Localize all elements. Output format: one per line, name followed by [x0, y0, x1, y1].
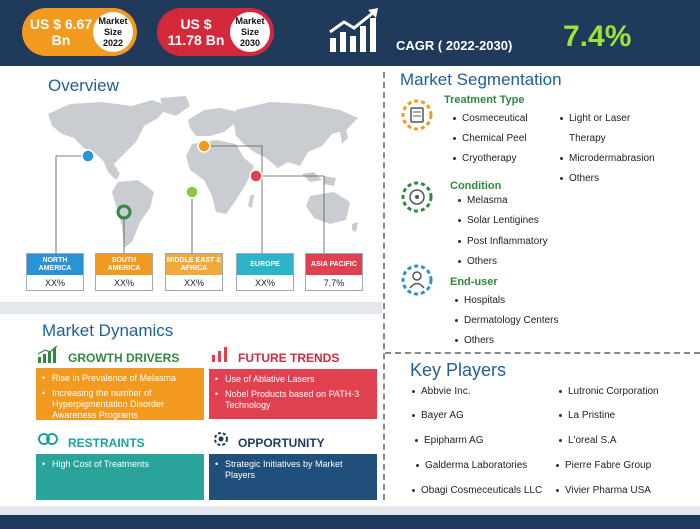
region-name: EUROPE [237, 254, 293, 275]
end-user-item: Dermatology Centers [455, 315, 558, 326]
condition-item: Post Inflammatory [458, 236, 548, 247]
end-user-title: End-user [450, 276, 498, 288]
treatment-item: Chemical Peel [453, 133, 526, 144]
market-size-2030-value: US $ 11.78 Bn [167, 16, 225, 48]
region-box: MIDDLE EAST & AFRICA XX% [165, 253, 223, 291]
opportunity-box: • Strategic Initiatives by Market Players [209, 454, 377, 500]
region-share: XX% [254, 278, 275, 288]
region-name: SOUTH AMERICA [96, 254, 152, 275]
restraints-box: • High Cost of Treatments [36, 454, 204, 500]
treatment-item: Others [560, 173, 599, 184]
treatment-item: Cosmeceutical [453, 113, 528, 124]
opportunity-icon [214, 432, 228, 446]
end-user-item: Others [455, 335, 494, 346]
market-size-2030-pill: US $ 11.78 Bn Market Size 2030 [157, 8, 274, 56]
restraints-icon [38, 433, 58, 445]
key-player: L'oreal S.A [559, 435, 617, 446]
end-user-icon [401, 264, 433, 296]
market-dynamics-title: Market Dynamics [42, 321, 174, 340]
world-map [48, 96, 358, 253]
future-trends-box: • Use of Ablative Lasers • Nobel Products … [209, 369, 377, 419]
condition-item: Others [458, 256, 497, 267]
key-player: Lutronic Corporation [559, 386, 659, 397]
key-player: Bayer AG [412, 410, 464, 421]
restraints-title: RESTRAINTS [68, 436, 145, 450]
footer-bar [0, 515, 700, 529]
treatment-item: Cryotherapy [453, 153, 516, 164]
market-size-2022-badge: Market Size 2022 [93, 12, 133, 52]
treatment-item: Microdermabrasion [560, 153, 655, 164]
region-share: XX% [44, 278, 65, 288]
market-segmentation-title: Market Segmentation [400, 70, 562, 89]
section-divider-right [385, 352, 700, 354]
market-size-2022-pill: US $ 6.67 Bn Market Size 2022 [22, 8, 137, 56]
key-player: Abbvie Inc. [412, 386, 470, 397]
vertical-divider [383, 72, 385, 500]
future-trends-title: FUTURE TRENDS [238, 351, 340, 365]
key-player: Pierre Fabre Group [556, 460, 651, 471]
key-player: Epipharm AG [415, 435, 483, 446]
market-size-2022-value: US $ 6.67 Bn [29, 16, 93, 48]
region-share: 7.7% [323, 278, 345, 288]
future-trends-icon [212, 347, 227, 362]
region-share: XX% [113, 278, 134, 288]
region-name: NORTH AMERICA [27, 254, 83, 275]
region-name: ASIA PACIFIC [306, 254, 362, 275]
key-player: Galderma Laboratories [416, 460, 527, 471]
growth-drivers-icon [37, 346, 58, 363]
key-player: Vivier Pharma USA [556, 485, 651, 496]
market-size-2030-badge: Market Size 2030 [230, 12, 270, 52]
growth-chart-icon [329, 8, 378, 52]
condition-item: Melasma [458, 195, 508, 206]
treatment-item: Therapy [569, 133, 606, 144]
key-player: Obagi Cosmeceuticals LLC [412, 485, 542, 496]
region-box: EUROPE XX% [236, 253, 294, 291]
region-box: NORTH AMERICA XX% [26, 253, 84, 291]
cagr-value: 7.4% [563, 20, 632, 53]
region-share: XX% [183, 278, 204, 288]
region-box: ASIA PACIFIC 7.7% [305, 253, 363, 291]
end-user-item: Hospitals [455, 295, 505, 306]
key-player: La Pristine [559, 410, 615, 421]
condition-icon [401, 181, 433, 213]
condition-title: Condition [450, 180, 502, 192]
region-box: SOUTH AMERICA XX% [95, 253, 153, 291]
treatment-item: Light or Laser [560, 113, 630, 124]
cagr-label: CAGR ( 2022-2030) [396, 38, 513, 53]
treatment-type-title: Treatment Type [444, 94, 525, 106]
key-players-title: Key Players [410, 360, 507, 380]
header-banner: US $ 6.67 Bn Market Size 2022 US $ 11.78… [0, 0, 700, 66]
treatment-type-icon [401, 99, 433, 131]
growth-drivers-title: GROWTH DRIVERS [68, 351, 180, 365]
growth-drivers-box: • Rise in Prevalence of Melasma • Increasi… [36, 368, 204, 420]
overview-title: Overview [48, 76, 119, 95]
region-name: MIDDLE EAST & AFRICA [166, 254, 222, 275]
condition-item: Solar Lentigines [458, 215, 539, 226]
bottom-strip [0, 506, 700, 515]
opportunity-title: OPPORTUNITY [238, 436, 325, 450]
section-divider-left [0, 302, 382, 314]
